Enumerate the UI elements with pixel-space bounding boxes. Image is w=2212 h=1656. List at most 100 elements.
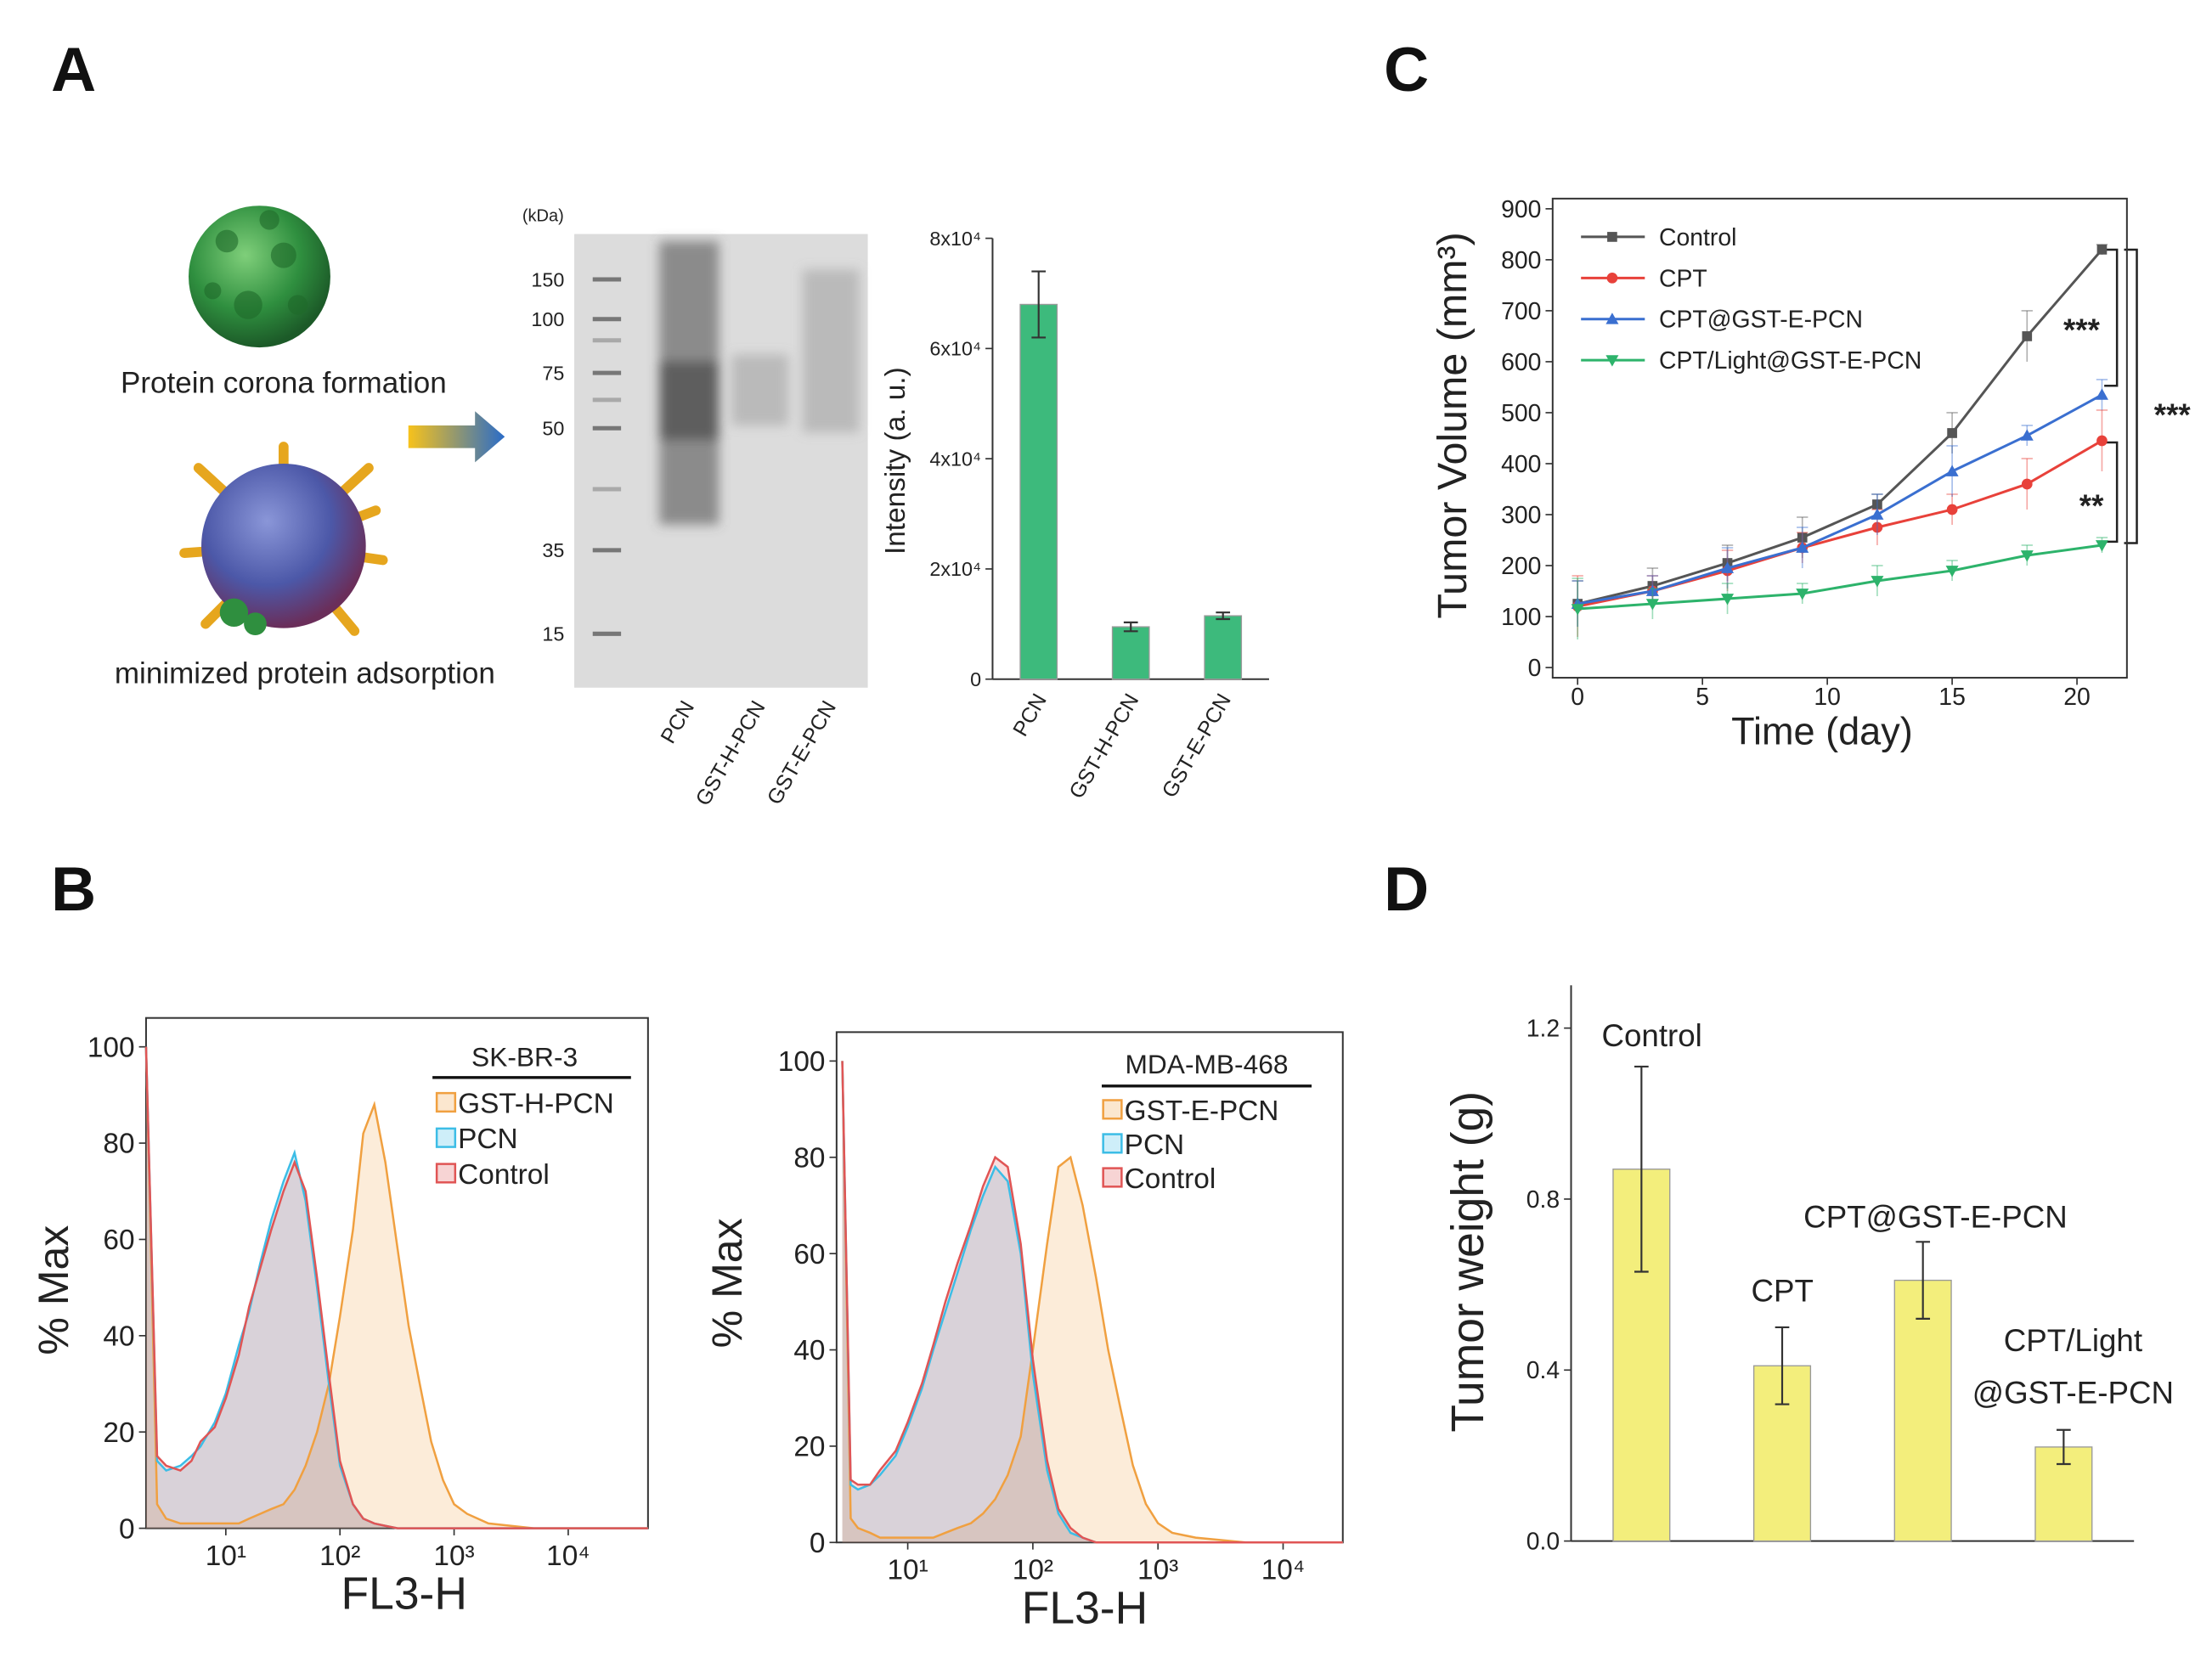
legend-label: CPT/Light@GST-E-PCN [1659, 347, 1921, 375]
panel-letter: C [1384, 35, 1429, 104]
y-tick-label: 80 [793, 1142, 825, 1174]
x-tick-label: 15 [1938, 684, 1966, 711]
y-tick-label: 100 [778, 1046, 826, 1078]
y-tick-label: 4x10⁴ [929, 448, 981, 470]
panel-letter: A [51, 35, 96, 104]
x-tick-label: 5 [1696, 684, 1709, 711]
y-tick-label: 700 [1501, 298, 1541, 325]
y-tick-label: 100 [87, 1032, 135, 1063]
marker [2020, 550, 2034, 562]
marker [1571, 604, 1584, 616]
y-tick-label: 60 [793, 1239, 825, 1270]
brackets [2104, 248, 2138, 544]
marker [1945, 465, 1959, 476]
y-tick-label: 0 [970, 668, 981, 690]
illustration-label: Protein corona formation [121, 367, 447, 400]
significance: ** [2079, 488, 2104, 523]
marker [1645, 584, 1659, 596]
y-tick-label: 0.4 [1526, 1357, 1560, 1384]
legend-label: Control [1125, 1163, 1216, 1195]
x-tick-label: 0 [1571, 684, 1584, 711]
histogram-line [144, 1046, 648, 1529]
x-axis-title: Time (day) [1731, 710, 1913, 753]
marker [1796, 589, 1809, 600]
x-tick-label: 10¹ [206, 1541, 246, 1572]
bar [1111, 626, 1150, 680]
coated-sphere [201, 464, 366, 628]
gel-marker-label: 150 [531, 268, 564, 290]
y-axis-title: Intensity (a. u.) [880, 367, 911, 555]
y-tick-label: 400 [1501, 451, 1541, 478]
marker [2021, 478, 2033, 490]
legend-swatch [1102, 1099, 1123, 1120]
x-axis-title: FL3-H [341, 1569, 467, 1619]
panel-letter: D [1384, 854, 1429, 924]
legend-label: Control [1659, 224, 1736, 251]
x-axis-title: FL3-H [1022, 1583, 1148, 1633]
y-tick-label: 600 [1501, 349, 1541, 376]
y-axis-title: Tumor Volume (mm³) [1430, 232, 1476, 618]
y-tick-label: 2x10⁴ [929, 558, 981, 580]
y-tick-label: 0.0 [1526, 1529, 1560, 1556]
marker [1645, 599, 1659, 611]
y-tick-label: 40 [793, 1335, 825, 1366]
gel-unit: (kDa) [522, 207, 564, 226]
bar-category-label: CPT@GST-E-PCN [1803, 1200, 2068, 1235]
marker [2020, 429, 2034, 441]
y-tick-label: 40 [103, 1321, 134, 1353]
panel-letter: B [51, 854, 96, 924]
significance: *** [2154, 397, 2192, 432]
y-tick-label: 200 [1501, 553, 1541, 580]
histogram-line [841, 1061, 1343, 1544]
series-line [1577, 248, 2103, 606]
series-line [1577, 544, 2102, 611]
y-tick-label: 0.8 [1526, 1186, 1560, 1214]
adsorbed-protein [219, 598, 267, 635]
gel-marker-label: 15 [542, 623, 564, 645]
bar-category-label: CPT [1752, 1274, 1814, 1309]
y-tick-label: 0 [810, 1528, 826, 1559]
histogram-fill [842, 1061, 1343, 1543]
marker [1871, 521, 1883, 533]
y-tick-label: 8x10⁴ [929, 228, 981, 250]
x-tick-label: 10³ [1137, 1555, 1178, 1586]
marker [1946, 504, 1958, 515]
marker [2095, 540, 2108, 552]
y-tick-label: 0 [119, 1513, 135, 1545]
gel-lane-label: PCN [656, 696, 699, 747]
bar-category-label: Control [1601, 1018, 1701, 1053]
marker [1721, 561, 1735, 573]
bar-category-label: CPT/Light [2004, 1323, 2142, 1358]
x-tick-label: PCN [1008, 690, 1052, 741]
arrow [408, 411, 505, 463]
y-tick-label: 300 [1501, 502, 1541, 529]
bar [1019, 303, 1058, 680]
y-tick-label: 800 [1501, 247, 1541, 274]
marker [1797, 532, 1808, 543]
y-tick-label: 60 [103, 1225, 134, 1256]
x-tick-label: GST-H-PCN [1064, 690, 1143, 803]
legend-swatch [435, 1127, 457, 1148]
gel-marker-label: 75 [542, 363, 564, 385]
x-tick-label: 10 [1814, 684, 1841, 711]
marker [1871, 508, 1884, 520]
y-tick-label: 500 [1501, 400, 1541, 427]
lane-smears [659, 240, 860, 525]
y-tick-label: 6x10⁴ [929, 338, 981, 360]
gel-marker-label: 100 [531, 308, 564, 330]
marker [2022, 331, 2033, 341]
y-tick-label: 900 [1501, 196, 1541, 223]
x-tick-label: 10⁴ [546, 1541, 590, 1572]
legend-label: CPT [1659, 265, 1707, 292]
y-axis-title: % Max [30, 1225, 77, 1355]
histogram-fill [842, 1061, 1343, 1543]
plot-frame [835, 1031, 1344, 1544]
legend-label: Control [458, 1159, 550, 1191]
histogram-line [841, 1061, 1343, 1544]
legend-label: GST-E-PCN [1125, 1096, 1279, 1127]
y-tick-label: 100 [1501, 604, 1541, 631]
x-tick-label: 10² [1013, 1555, 1053, 1586]
legend-swatch [1102, 1133, 1123, 1154]
legend-label: GST-H-PCN [458, 1089, 614, 1120]
legend-swatch [1102, 1167, 1123, 1188]
